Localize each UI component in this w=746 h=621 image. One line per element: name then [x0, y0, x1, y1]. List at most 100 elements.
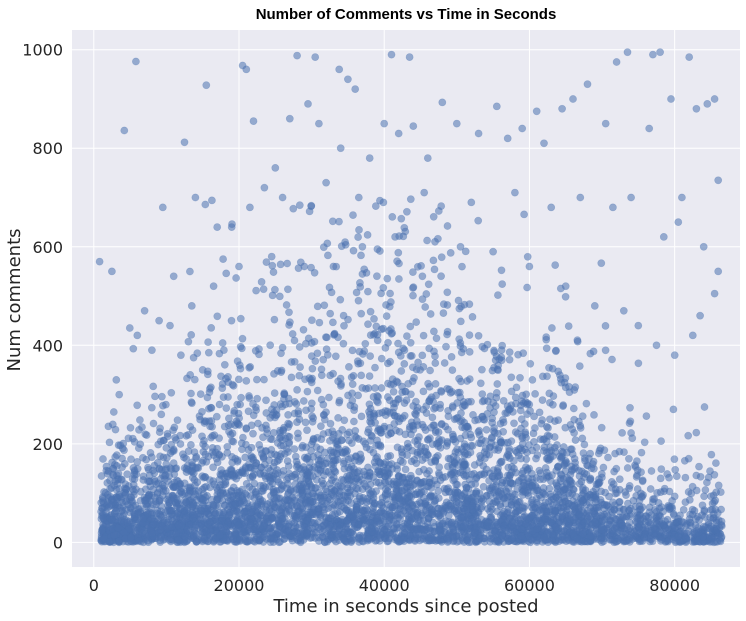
scatter-point [389, 387, 398, 396]
scatter-point [635, 496, 644, 505]
scatter-point [189, 353, 198, 362]
scatter-point [402, 332, 411, 340]
scatter-point [421, 303, 430, 311]
scatter-point [301, 339, 310, 348]
scatter-point [271, 450, 279, 459]
scatter-point [647, 535, 656, 544]
scatter-point [609, 526, 617, 535]
scatter-point [505, 348, 514, 357]
scatter-point [334, 445, 343, 454]
scatter-point [712, 459, 720, 467]
scatter-point [293, 385, 301, 394]
scatter-point [553, 441, 561, 449]
scatter-point [566, 445, 575, 454]
scatter-point [196, 390, 205, 398]
scatter-point [373, 245, 382, 253]
scatter-point [396, 351, 405, 360]
scatter-point [308, 374, 317, 383]
scatter-point [203, 393, 212, 402]
scatter-point [407, 351, 416, 360]
scatter-point [523, 283, 531, 292]
scatter-point [157, 392, 166, 401]
scatter-point [465, 347, 474, 356]
scatter-point [262, 258, 271, 266]
scatter-point [575, 362, 584, 370]
scatter-point [394, 339, 402, 348]
scatter-point [671, 465, 680, 474]
scatter-point [418, 351, 427, 360]
scatter-point [354, 391, 362, 400]
scatter-point [299, 325, 308, 334]
scatter-point [349, 417, 358, 426]
scatter-point [160, 471, 169, 480]
scatter-point [215, 475, 224, 484]
scatter-point [487, 433, 496, 442]
scatter-point [495, 355, 504, 363]
scatter-point [446, 455, 455, 463]
scatter-point [470, 469, 478, 478]
scatter-point [657, 437, 665, 445]
scatter-point [270, 513, 279, 522]
scatter-point [452, 480, 460, 489]
scatter-point [224, 393, 232, 401]
scatter-point [185, 267, 194, 276]
scatter-point [556, 375, 565, 383]
scatter-point [447, 352, 456, 361]
scatter-point [170, 423, 179, 432]
scatter-point [561, 292, 570, 301]
scatter-point [455, 537, 464, 545]
scatter-point [345, 436, 353, 445]
scatter-point [423, 236, 431, 245]
scatter-point [201, 200, 210, 209]
scatter-point [296, 363, 304, 371]
scatter-point [412, 365, 421, 374]
scatter-point [357, 371, 366, 380]
scatter-point [656, 474, 665, 483]
scatter-point [357, 309, 366, 318]
scatter-point [429, 327, 438, 336]
scatter-point [269, 500, 277, 509]
scatter-point [528, 375, 537, 384]
scatter-point [227, 316, 236, 325]
scatter-point [216, 488, 225, 497]
scatter-point [651, 505, 659, 514]
scatter-point [583, 461, 591, 469]
scatter-point [687, 489, 696, 498]
scatter-point [541, 498, 550, 507]
scatter-point [358, 270, 367, 278]
scatter-point [253, 502, 261, 511]
scatter-point [640, 533, 649, 541]
scatter-point [321, 459, 329, 468]
scatter-point [186, 422, 195, 431]
scatter-point [388, 490, 397, 499]
scatter-point [328, 217, 337, 226]
scatter-point [387, 329, 396, 338]
scatter-point [328, 433, 337, 442]
scatter-point [444, 518, 453, 526]
scatter-point [381, 466, 389, 475]
scatter-point [601, 346, 610, 355]
scatter-point [324, 393, 333, 402]
scatter-point [261, 502, 270, 511]
scatter-point [507, 534, 516, 543]
scatter-point [320, 538, 329, 547]
scatter-point [489, 499, 498, 508]
scatter-point [329, 369, 337, 378]
scatter-point [371, 384, 379, 392]
scatter-point [311, 534, 319, 542]
scatter-point [693, 512, 702, 521]
scatter-point [400, 223, 409, 232]
scatter-point [278, 343, 287, 352]
scatter-point [371, 202, 380, 210]
scatter-point [366, 445, 374, 454]
scatter-point [268, 261, 277, 270]
scatter-point [285, 420, 294, 429]
scatter-point [284, 462, 293, 470]
scatter-point [549, 400, 557, 409]
scatter-point [419, 387, 428, 396]
scatter-point [517, 532, 526, 540]
scatter-point [157, 533, 165, 542]
scatter-point [538, 416, 547, 424]
scatter-point [133, 401, 142, 410]
scatter-point [295, 371, 304, 380]
